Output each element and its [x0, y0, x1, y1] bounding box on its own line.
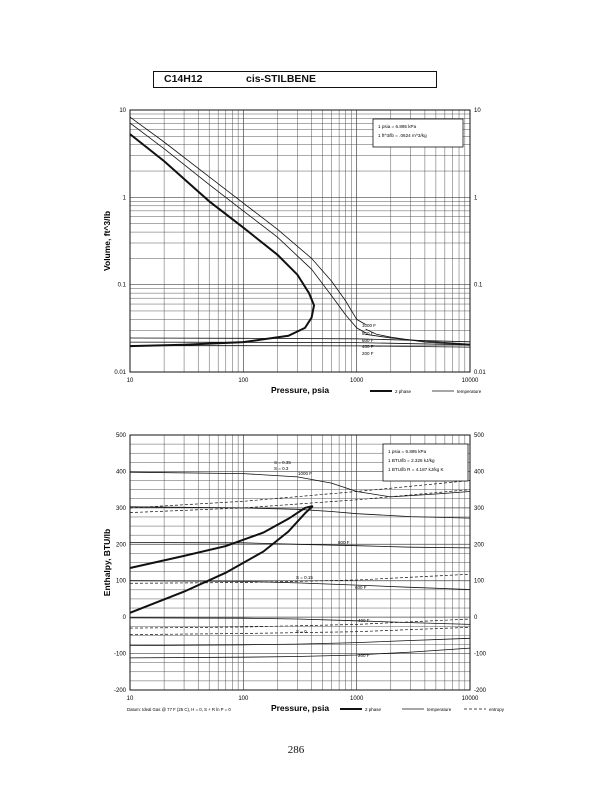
y-tick-label-left: 400 — [116, 469, 127, 475]
y-tick-label-left: 300 — [116, 506, 127, 512]
datum-footnote: Datum: Ideal Gas @ 77 F (25 C), H = 0, S… — [127, 707, 231, 712]
y-tick-label-left: -200 — [114, 688, 127, 694]
y-tick-label-right: 10 — [474, 108, 481, 114]
y-tick-label-left: 500 — [116, 433, 127, 439]
isotherm-curve — [129, 647, 471, 659]
entropy-curve — [129, 626, 471, 635]
y-tick-label-left: 0.1 — [118, 283, 127, 289]
isotherm-label: 400 F — [358, 618, 370, 623]
isotherm-curve — [129, 580, 471, 590]
legend-label: temperature — [457, 389, 482, 394]
isotherm-label: 1000 F — [298, 471, 312, 476]
isotherm-curve — [129, 122, 366, 334]
compound-formula: C14H12 — [164, 73, 203, 85]
x-tick-label: 10 — [127, 378, 134, 384]
compound-title-box: C14H12 cis-STILBENE — [153, 71, 437, 88]
isotherm-label: 600 F — [362, 338, 374, 343]
entropy-curve — [129, 573, 471, 584]
unit-info-line: 1 psia = 6.895 kPa — [378, 124, 417, 129]
x-tick-label: 10000 — [462, 378, 479, 384]
y-axis-title: Enthalpy, BTU/lb — [102, 529, 112, 596]
legend-label: entropy — [489, 707, 505, 712]
saturation-vapor-curve — [129, 505, 314, 569]
y-tick-label-right: 0.01 — [474, 370, 486, 376]
unit-info-line: 1 psia = 6.895 kPa — [388, 449, 427, 454]
unit-info-line: 1 BTU/lb R = 4.187 kJ/kg K — [388, 467, 444, 472]
unit-info-box — [372, 118, 464, 148]
isotherm-label: 400 F — [362, 344, 374, 349]
x-tick-label: 100 — [238, 378, 249, 384]
isotherm-curve — [365, 333, 471, 345]
x-tick-label: 10000 — [462, 696, 479, 702]
y-tick-label-left: 200 — [116, 542, 127, 548]
y-tick-label-left: 100 — [116, 579, 127, 585]
y-tick-label-right: 0.1 — [474, 283, 483, 289]
y-axis-title: Volume, ft^3/lb — [102, 211, 112, 271]
y-tick-label-right: 200 — [474, 542, 485, 548]
isotherm-curve — [129, 542, 471, 549]
isotherm-curve — [129, 617, 471, 625]
unit-info-line: 1 ft^3/lb = .0624 m^3/kg — [378, 133, 427, 138]
isotherm-curve — [129, 337, 471, 343]
x-axis-title: Pressure, psia — [271, 703, 329, 713]
y-tick-label-right: -200 — [474, 688, 487, 694]
entropy-curve — [129, 480, 471, 509]
unit-info-line: 1 BTU/lb = 2.326 kJ/kg — [388, 458, 435, 463]
legend-label: 2 phase — [365, 707, 382, 712]
entropy-label: S = 0.15 — [296, 575, 313, 580]
isotherm-curve — [129, 341, 471, 346]
isotherm-label: 600 F — [355, 585, 367, 590]
isotherm-curve — [129, 116, 366, 325]
y-tick-label-left: -100 — [114, 652, 127, 658]
legend-label: 2 phase — [395, 389, 412, 394]
isotherm-label: 200 F — [358, 653, 370, 658]
plot-frame — [129, 109, 471, 373]
entropy-curve — [129, 618, 471, 629]
y-tick-label-right: 100 — [474, 579, 485, 585]
isotherm-curve — [130, 345, 471, 348]
saturation-curve — [129, 133, 316, 348]
y-tick-label-left: 0.01 — [114, 370, 126, 376]
y-tick-label-right: 300 — [474, 506, 485, 512]
x-tick-label: 100 — [238, 696, 249, 702]
entropy-label: S = 0 — [296, 629, 307, 634]
entropy-label: S = 0.3 — [274, 466, 289, 471]
isotherm-curve — [129, 506, 471, 519]
isotherm-curve — [129, 471, 471, 498]
x-tick-label: 10 — [127, 696, 134, 702]
y-tick-label-right: 1 — [474, 195, 478, 201]
y-tick-label-left: 10 — [119, 108, 126, 114]
isotherm-curve — [129, 637, 471, 646]
isotherm-curve — [365, 328, 471, 346]
x-tick-label: 1000 — [350, 696, 364, 702]
legend-label: temperature — [427, 707, 452, 712]
x-axis-title: Pressure, psia — [271, 385, 329, 395]
y-tick-label-left: 0 — [123, 615, 127, 621]
isotherm-label: 1000 F — [362, 323, 376, 328]
unit-info-box — [382, 443, 469, 482]
x-tick-label: 1000 — [350, 378, 364, 384]
y-tick-label-right: -100 — [474, 652, 487, 658]
entropy-curve — [129, 489, 471, 513]
saturation-liquid-curve — [129, 505, 314, 614]
isotherm-label: 800 F — [338, 540, 350, 545]
y-tick-label-right: 0 — [474, 615, 478, 621]
isotherm-label: 800 F — [362, 331, 374, 336]
compound-name: cis-STILBENE — [246, 73, 317, 85]
y-tick-label-right: 500 — [474, 433, 485, 439]
y-tick-label-left: 1 — [123, 195, 127, 201]
entropy-label: S = 0.35 — [274, 460, 291, 465]
plot-frame — [129, 434, 471, 691]
y-tick-label-right: 400 — [474, 469, 485, 475]
page-number: 286 — [287, 744, 305, 756]
isotherm-label: 200 F — [362, 351, 374, 356]
